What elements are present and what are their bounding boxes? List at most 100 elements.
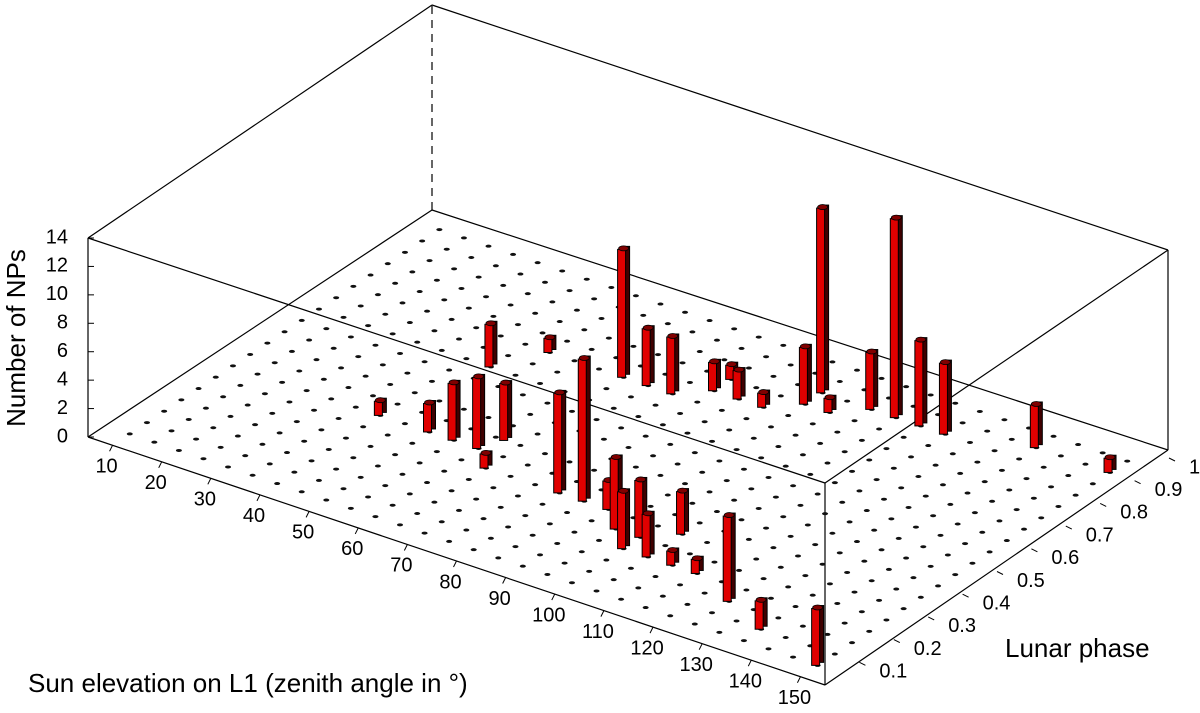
x-tick-label: 20	[145, 472, 167, 494]
floor-dot	[460, 407, 467, 411]
floor-dot	[549, 300, 556, 304]
floor-dot	[500, 455, 507, 459]
floor-dot	[298, 318, 305, 322]
floor-dot	[340, 315, 347, 319]
bar-front	[865, 352, 875, 410]
bar	[914, 336, 928, 427]
floor-dot	[529, 533, 536, 537]
bar-front	[553, 392, 563, 494]
x-tick	[158, 461, 163, 469]
floor-dot	[308, 459, 315, 463]
floor-dot	[298, 490, 305, 494]
x-tick	[354, 527, 359, 535]
floor-dot	[325, 447, 332, 451]
floor-dot	[662, 544, 669, 548]
floor-dot	[436, 399, 443, 403]
floor-dot	[625, 446, 632, 449]
floor-dot	[441, 469, 448, 473]
bar	[617, 487, 631, 550]
z-tick-label: 14	[46, 226, 68, 248]
floor-dot	[967, 440, 973, 444]
floor-dot	[812, 543, 819, 547]
floor-dot	[647, 504, 654, 508]
x-tick-label: 140	[729, 670, 762, 692]
floor-dot	[178, 398, 185, 402]
floor-dot	[839, 500, 846, 504]
floor-dot	[264, 341, 271, 345]
floor-dot	[591, 468, 598, 472]
bar-top	[726, 361, 738, 368]
floor-dot	[1050, 434, 1057, 438]
floor-dot	[890, 466, 897, 470]
floor-dot	[372, 343, 379, 347]
floor-dot	[259, 442, 266, 446]
floor-dot	[542, 280, 548, 284]
z-tick-label: 10	[46, 283, 68, 305]
floor-dot	[677, 411, 684, 415]
floor-dot	[333, 467, 340, 471]
floor-dot	[878, 376, 885, 380]
bar-front	[634, 479, 644, 538]
bar-top	[824, 394, 836, 401]
x-tick-label: 30	[194, 489, 216, 511]
floor-dot	[323, 498, 330, 502]
floor-dot	[389, 332, 396, 336]
bar-front	[447, 382, 457, 441]
floor-dot	[652, 403, 659, 407]
x-tick	[600, 610, 605, 617]
floor-dot	[861, 559, 868, 563]
floor-dot	[382, 312, 389, 316]
floor-dot	[397, 523, 403, 527]
floor-dot	[642, 434, 649, 438]
floor-dot	[495, 556, 502, 560]
floor-dot	[989, 499, 996, 503]
floor-dot	[347, 335, 354, 339]
floor-dot	[878, 548, 885, 552]
floor-dot	[357, 475, 364, 479]
bar	[472, 373, 486, 449]
floor-dot	[357, 304, 364, 308]
floor-dot	[632, 465, 639, 469]
floor-dot	[883, 447, 890, 451]
floor-dot	[768, 425, 774, 429]
x-tick	[403, 544, 408, 551]
floor-dot	[964, 491, 971, 495]
bar-top	[866, 348, 878, 355]
floor-dot	[593, 589, 600, 593]
bar-top	[667, 547, 679, 553]
floor-dot	[399, 301, 406, 305]
floor-dot	[984, 429, 991, 433]
floor-dot	[684, 431, 691, 435]
bar	[577, 355, 591, 502]
floor-dot	[1021, 527, 1028, 531]
floor-dot	[397, 351, 404, 355]
floor-dot	[421, 360, 428, 364]
floor-dot	[915, 475, 922, 478]
floor-dot	[920, 545, 927, 549]
floor-dot	[350, 456, 357, 460]
floor-dot	[691, 622, 698, 626]
y-tick	[1031, 548, 1038, 553]
floor-dot	[588, 519, 595, 523]
floor-dot	[790, 484, 797, 488]
floor-dot	[517, 272, 524, 276]
bar-front	[666, 336, 676, 395]
z-tick-label: 8	[57, 312, 68, 334]
floor-dot	[836, 380, 843, 383]
floor-dot	[249, 473, 256, 477]
floor-dot	[844, 399, 851, 403]
x-tick-label: 80	[439, 571, 461, 593]
y-tick	[1168, 457, 1176, 462]
floor-dot	[554, 541, 561, 545]
bar	[690, 555, 704, 574]
floor-dot	[463, 528, 470, 532]
floor-dot	[689, 330, 696, 334]
bar-front	[543, 337, 553, 353]
bar-top	[817, 204, 828, 210]
floor-dot	[841, 621, 848, 625]
floor-dot	[426, 259, 433, 263]
floor-dot	[269, 411, 276, 415]
floor-dot	[517, 443, 524, 447]
bar	[641, 324, 655, 387]
